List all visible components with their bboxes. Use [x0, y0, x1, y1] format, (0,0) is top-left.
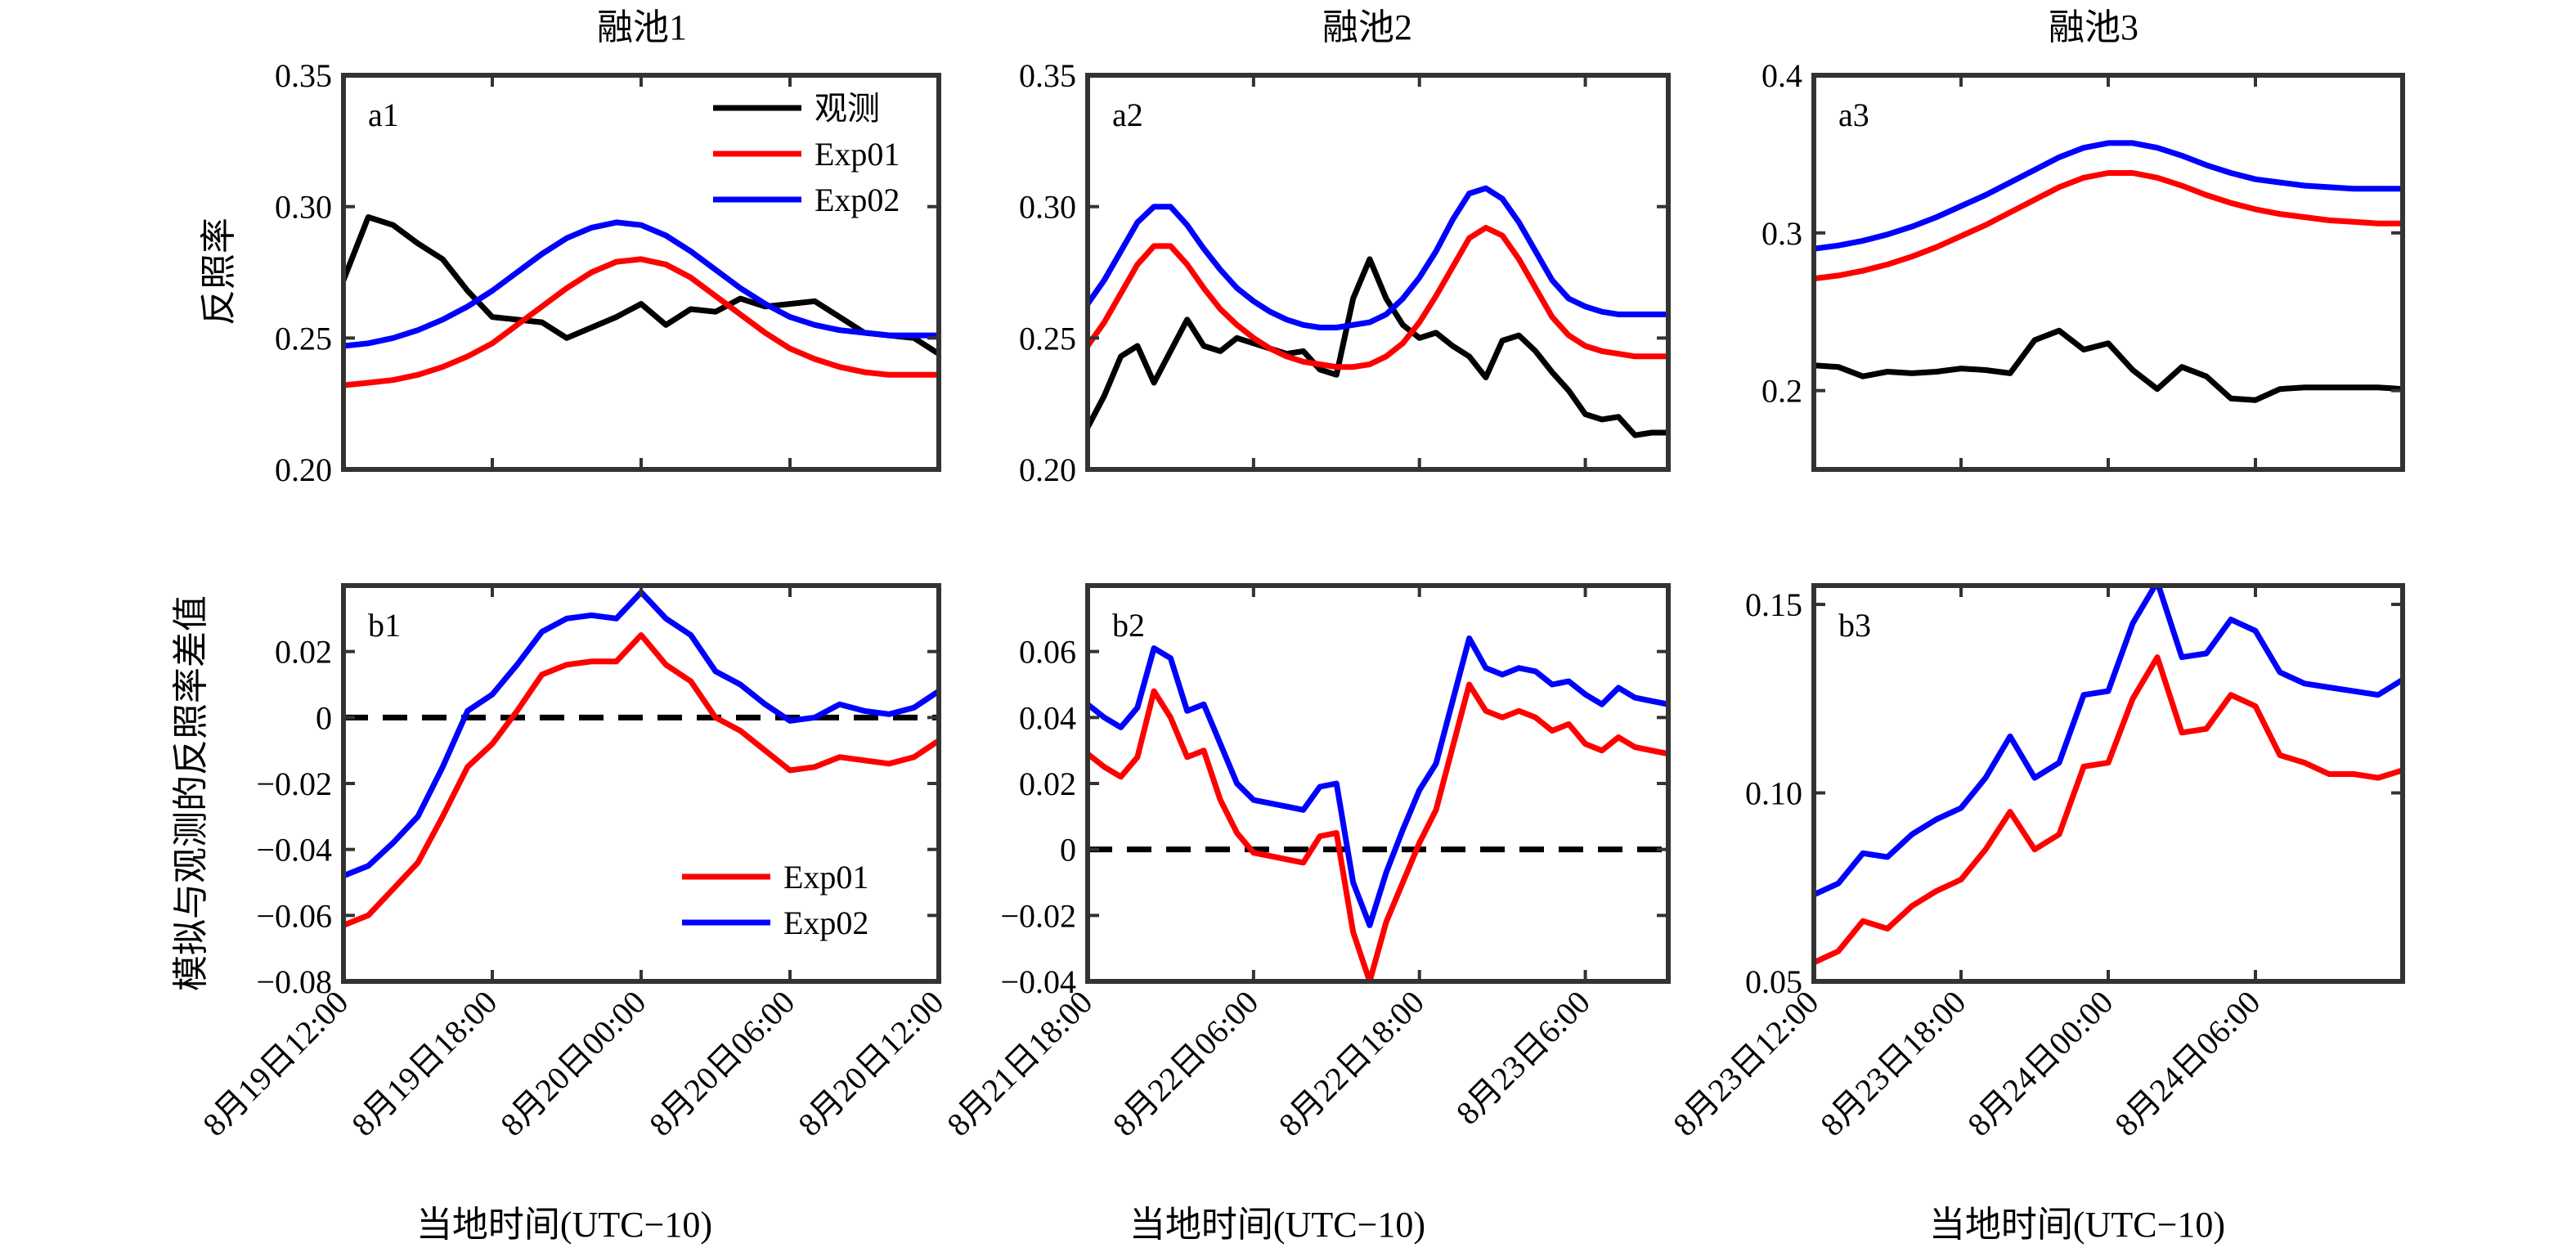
xlabel-2: 当地时间(UTC−10): [1129, 1205, 1425, 1245]
legend-label-exp01: Exp01: [783, 859, 868, 896]
y-tick-label: 0.05: [1745, 963, 1802, 1000]
col-title-3: 融池3: [2049, 7, 2138, 47]
panel-label-a1: a1: [368, 97, 399, 133]
series-line-exp01: [1088, 681, 1668, 981]
series-line-obs: [1088, 256, 1668, 438]
y-tick-label: 0.30: [1019, 189, 1076, 226]
col-title-1: 融池1: [597, 7, 687, 47]
panel-b2: −0.04 −0.02 0 0.02 0.04 0.06 8月21日18:00 8月22日06…: [940, 583, 1671, 1143]
y-tick-label: 0.25: [275, 320, 332, 357]
y-tick-label: −0.02: [256, 765, 332, 802]
y-tick-label: −0.06: [256, 897, 332, 934]
y-tick-label: 0.2: [1761, 373, 1802, 410]
y-tick-label: −0.04: [1000, 963, 1076, 1000]
x-tick-label: 8月23日6:00: [1449, 984, 1597, 1132]
plot-frame: [341, 73, 941, 472]
panel-label-b1: b1: [368, 607, 401, 644]
x-tick-label: 8月22日06:00: [1106, 984, 1265, 1143]
label-layer: 融池1 融池2 融池3 反照率 模拟与观测的反照率差值 当地时间(UTC−10)…: [171, 7, 2225, 1245]
y-tick-label: 0.06: [1019, 634, 1076, 671]
y-tick-label: 0.02: [275, 634, 332, 671]
ylabel-top: 反照率: [199, 218, 239, 325]
x-tick-label: 8月23日18:00: [1813, 984, 1972, 1143]
panel-a1: 0.20 0.25 0.30 0.35 a1 观测 Exp01 Exp02: [275, 57, 941, 488]
x-tick-label: 8月19日12:00: [195, 984, 355, 1143]
xlabel-1: 当地时间(UTC−10): [416, 1205, 712, 1245]
series-line-exp02: [343, 219, 939, 349]
x-tick-label: 8月21日18:00: [940, 984, 1099, 1143]
x-tick-label: 8月19日18:00: [344, 984, 504, 1143]
series-line-exp02: [1088, 635, 1668, 928]
series-line-exp02: [1814, 586, 2403, 898]
y-tick-label: 0.02: [1019, 765, 1076, 802]
plot-frame: [1085, 583, 1671, 984]
y-tick-label: 0.15: [1745, 586, 1802, 623]
col-title-2: 融池2: [1322, 7, 1412, 47]
series-line-exp01: [343, 632, 939, 928]
plot-frame: [1811, 583, 2405, 984]
x-tick-label: 8月20日12:00: [791, 984, 950, 1143]
x-tick-label: 8月23日12:00: [1666, 984, 1825, 1143]
series-line-obs: [1814, 327, 2403, 403]
y-tick-label: 0: [316, 699, 332, 736]
y-tick-label: 0.25: [1019, 320, 1076, 357]
y-tick-label: 0.4: [1761, 57, 1802, 94]
series-line-exp02: [1088, 185, 1668, 330]
y-tick-label: 0.30: [275, 189, 332, 226]
panel-a3: 0.2 0.3 0.4 a3: [1761, 57, 2405, 472]
legend-label-exp02: Exp02: [815, 182, 900, 218]
y-tick-label: 0.35: [1019, 57, 1076, 94]
ylabel-bottom: 模拟与观测的反照率差值: [171, 595, 211, 991]
y-tick-label: 0.04: [1019, 699, 1076, 736]
series-line-exp01: [343, 256, 939, 388]
x-tick-label: 8月24日06:00: [2107, 984, 2267, 1143]
y-tick-label: −0.02: [1000, 897, 1076, 934]
series-line-exp01: [1814, 654, 2403, 966]
series-line-exp01: [1814, 170, 2403, 282]
plot-frame: [1811, 73, 2405, 472]
y-tick-label: 0.20: [1019, 451, 1076, 488]
panel-b1: −0.08 −0.06 −0.04 −0.02 0 0.02 8月19日12:008月19日…: [195, 583, 950, 1143]
panel-label-a2: a2: [1112, 97, 1143, 133]
y-tick-label: 0.35: [275, 57, 332, 94]
series-line-exp01: [1088, 224, 1668, 370]
legend-label-exp01: Exp01: [815, 136, 900, 173]
y-tick-label: 0.20: [275, 451, 332, 488]
panel-label-a3: a3: [1838, 97, 1869, 133]
y-tick-label: 0.3: [1761, 215, 1802, 252]
y-tick-label: −0.04: [256, 832, 332, 869]
series-line-obs: [343, 214, 939, 357]
series-line-exp02: [1814, 140, 2403, 252]
x-tick-label: 8月20日00:00: [493, 984, 653, 1143]
panel-a2: 0.20 0.25 0.30 0.35 a2: [1019, 57, 1671, 488]
xlabel-3: 当地时间(UTC−10): [1929, 1205, 2225, 1245]
x-tick-label: 8月22日18:00: [1272, 984, 1431, 1143]
x-tick-label: 8月20日06:00: [642, 984, 801, 1143]
legend-label-obs: 观测: [815, 90, 880, 127]
x-tick-label: 8月24日00:00: [1960, 984, 2120, 1143]
y-tick-label: −0.08: [256, 963, 332, 1000]
panel-label-b3: b3: [1838, 607, 1871, 644]
plot-frame: [1085, 73, 1671, 472]
panel-b3: 0.05 0.10 0.15 8月23日12:008月23日18:008月24日00:…: [1666, 583, 2405, 1143]
series-line-exp02: [343, 589, 939, 879]
legend-label-exp02: Exp02: [783, 905, 868, 941]
y-tick-label: 0.10: [1745, 775, 1802, 812]
y-tick-label: 0: [1060, 832, 1076, 869]
panel-label-b2: b2: [1112, 607, 1145, 644]
